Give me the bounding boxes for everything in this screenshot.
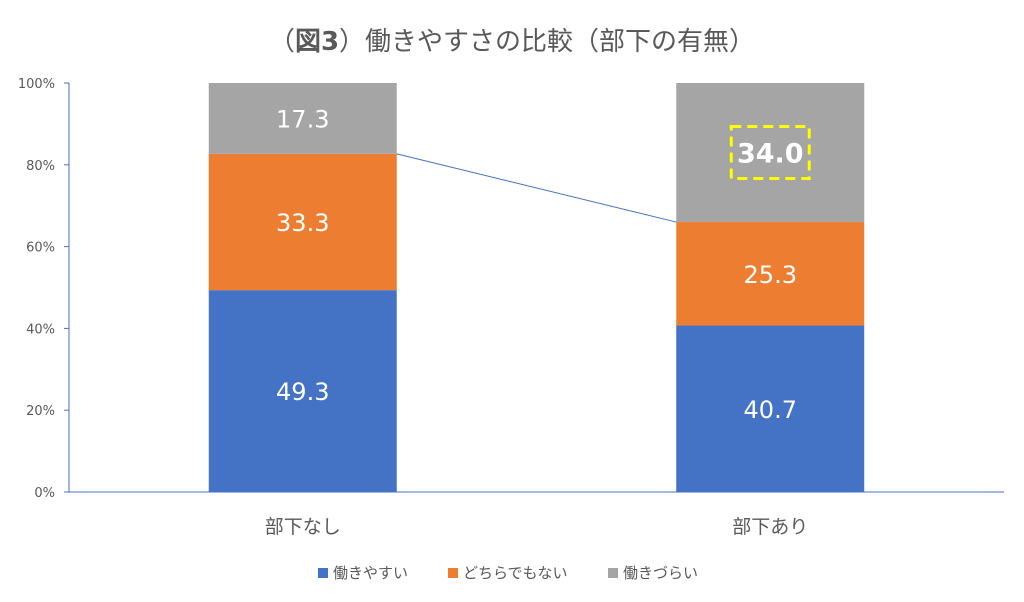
legend-swatch [448, 568, 458, 578]
series-line [396, 153, 677, 223]
legend-label: 働きやすい [333, 564, 408, 582]
legend-swatch [318, 568, 328, 578]
legend: 働きやすい どちらでもない 働きづらい [318, 564, 698, 582]
x-category-label: 部下あり [732, 516, 808, 538]
legend-label: 働きづらい [623, 564, 698, 582]
data-label: 17.3 [276, 105, 329, 133]
bar-segment [208, 153, 397, 291]
plot-area: 0% 20% 40% 60% 80% 100% 49.3 33.3 17.3 40.7 25.3 34… [18, 77, 1004, 538]
y-tick-label: 20% [26, 404, 55, 419]
y-tick-label: 0% [34, 486, 55, 501]
legend-label: どちらでもない [463, 564, 568, 582]
x-category-label: 部下なし [265, 516, 341, 538]
y-tick-label: 40% [26, 322, 55, 337]
data-label: 25.3 [744, 261, 797, 289]
chart-title-figure-label: 図3 [295, 27, 339, 57]
bar-segment [676, 325, 865, 492]
y-tick-label: 60% [26, 241, 55, 256]
y-tick-label: 100% [18, 77, 55, 92]
chart-title-text: 働きやすさの比較（部下の有無） [365, 27, 755, 57]
bar-segment [676, 83, 865, 223]
legend-swatch [608, 568, 618, 578]
chart-title: （図3）働きやすさの比較（部下の有無） [269, 27, 755, 57]
data-label: 49.3 [276, 378, 329, 406]
chart-title-close-paren: ） [339, 27, 365, 57]
data-label: 33.3 [276, 209, 329, 237]
bar-segment [208, 83, 397, 154]
data-label: 40.7 [744, 396, 797, 424]
y-tick-label: 80% [26, 159, 55, 174]
data-label: 34.0 [737, 139, 804, 170]
highlight-box [729, 125, 811, 181]
chart-title-open-paren: （ [269, 27, 295, 57]
bar-segment [208, 290, 397, 492]
bar-segment [676, 222, 865, 326]
